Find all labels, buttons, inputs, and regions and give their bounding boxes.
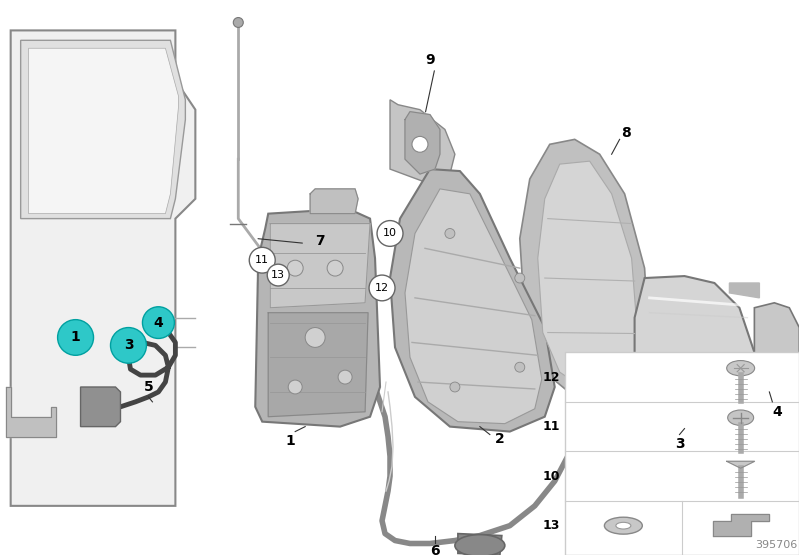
Text: 13: 13 xyxy=(542,519,560,532)
Polygon shape xyxy=(21,40,186,218)
Circle shape xyxy=(515,362,525,372)
Text: 12: 12 xyxy=(542,371,560,384)
Text: 10: 10 xyxy=(542,470,560,483)
Text: 8: 8 xyxy=(621,127,630,141)
Text: 4: 4 xyxy=(773,405,782,419)
Ellipse shape xyxy=(604,517,642,534)
Polygon shape xyxy=(405,111,440,174)
Text: 11: 11 xyxy=(255,255,270,265)
Text: 9: 9 xyxy=(425,53,434,67)
Circle shape xyxy=(288,380,302,394)
Circle shape xyxy=(338,370,352,384)
FancyBboxPatch shape xyxy=(565,352,799,556)
Text: 4: 4 xyxy=(154,316,163,330)
Polygon shape xyxy=(390,169,554,432)
Polygon shape xyxy=(81,387,121,427)
Circle shape xyxy=(234,17,243,27)
Text: 2: 2 xyxy=(495,432,505,446)
Circle shape xyxy=(369,275,395,301)
Text: 7: 7 xyxy=(315,235,325,249)
Circle shape xyxy=(305,328,325,347)
Text: 1: 1 xyxy=(286,435,295,449)
Polygon shape xyxy=(730,283,759,298)
Circle shape xyxy=(58,320,94,355)
Polygon shape xyxy=(270,223,370,308)
Text: 3: 3 xyxy=(124,338,134,352)
Polygon shape xyxy=(538,161,638,389)
Text: 10: 10 xyxy=(383,228,397,239)
Text: 395706: 395706 xyxy=(755,540,798,550)
Polygon shape xyxy=(754,303,799,397)
Text: 11: 11 xyxy=(542,420,560,433)
Circle shape xyxy=(515,273,525,283)
Polygon shape xyxy=(458,534,502,556)
Polygon shape xyxy=(10,30,195,506)
Circle shape xyxy=(267,264,289,286)
Circle shape xyxy=(110,328,146,363)
Text: 6: 6 xyxy=(430,544,440,558)
Circle shape xyxy=(377,221,403,246)
Circle shape xyxy=(450,382,460,392)
Polygon shape xyxy=(520,139,650,397)
Text: 5: 5 xyxy=(143,380,154,394)
Polygon shape xyxy=(726,461,754,468)
Circle shape xyxy=(412,137,428,152)
Polygon shape xyxy=(29,48,178,214)
Text: 1: 1 xyxy=(70,330,81,344)
Polygon shape xyxy=(268,312,368,417)
Circle shape xyxy=(445,228,455,239)
Circle shape xyxy=(327,260,343,276)
Text: 13: 13 xyxy=(271,270,286,280)
Circle shape xyxy=(250,248,275,273)
Polygon shape xyxy=(634,276,754,432)
Circle shape xyxy=(287,260,303,276)
Polygon shape xyxy=(713,514,769,535)
Polygon shape xyxy=(405,189,542,424)
Polygon shape xyxy=(310,189,358,214)
Ellipse shape xyxy=(455,535,505,557)
Ellipse shape xyxy=(616,522,631,529)
Polygon shape xyxy=(390,100,455,184)
Text: 3: 3 xyxy=(674,437,684,451)
Polygon shape xyxy=(255,209,380,427)
Polygon shape xyxy=(6,387,55,437)
Ellipse shape xyxy=(726,361,754,376)
Text: 12: 12 xyxy=(375,283,389,293)
Ellipse shape xyxy=(728,410,754,426)
Circle shape xyxy=(142,307,174,338)
